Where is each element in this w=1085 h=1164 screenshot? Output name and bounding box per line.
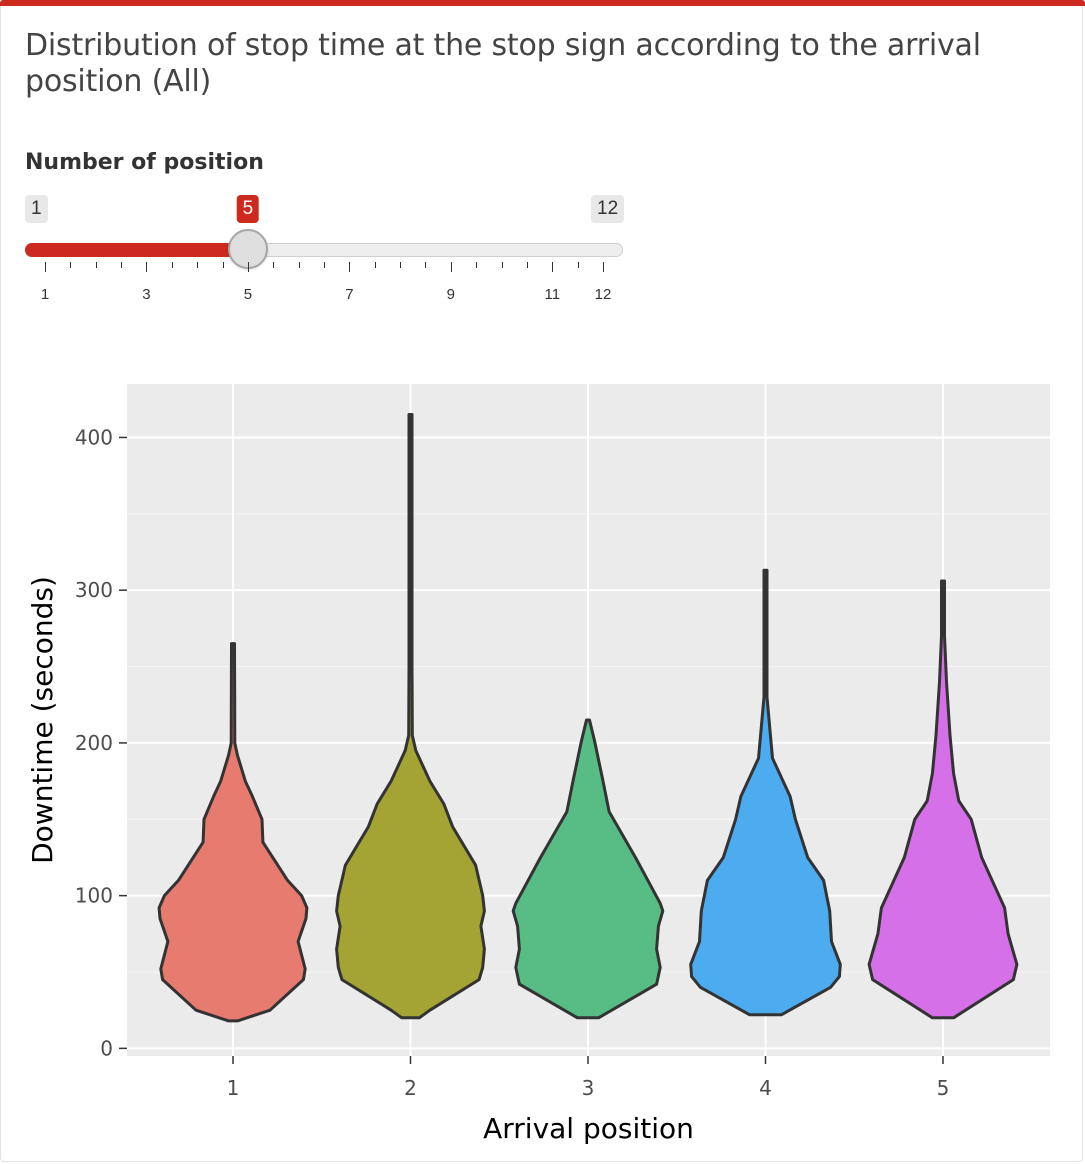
x-axis-title: Arrival position xyxy=(483,1112,694,1145)
slider-tick xyxy=(526,262,528,268)
y-tick-label: 100 xyxy=(75,884,113,908)
slider-tick-label: 7 xyxy=(345,286,354,303)
y-tick-label: 300 xyxy=(75,578,113,602)
y-axis-title: Downtime (seconds) xyxy=(26,576,59,864)
slider-value-badge: 5 xyxy=(236,195,260,223)
slider-tick-label: 11 xyxy=(544,286,561,303)
slider-tick xyxy=(247,262,249,272)
slider-tick xyxy=(222,262,224,268)
y-tick-label: 200 xyxy=(75,731,113,755)
violin-plot: 0 100 200 300 400 1 2 3 4 5 Arrival position Down… xyxy=(26,384,1050,1145)
y-tick-label: 400 xyxy=(75,425,113,449)
slider-tick-label: 1 xyxy=(40,286,50,303)
slider-tick xyxy=(171,262,173,268)
slider-tick xyxy=(273,262,275,268)
slider-tick xyxy=(121,262,123,268)
slider-tick xyxy=(324,262,325,268)
slider-tick-label: 12 xyxy=(594,286,612,303)
slider-label: Number of position xyxy=(25,150,264,175)
violin-2 xyxy=(335,413,486,1020)
x-tick-label: 5 xyxy=(937,1076,950,1100)
x-tick-label: 4 xyxy=(759,1076,772,1100)
slider-tick-label: 3 xyxy=(142,286,151,303)
violin-4 xyxy=(689,568,842,1017)
slider-tick xyxy=(603,262,604,272)
violin-1 xyxy=(157,642,309,1023)
slider-tick xyxy=(298,262,300,268)
slider-tick xyxy=(425,262,427,268)
accent-bar xyxy=(0,0,1085,6)
slider-tick xyxy=(450,262,452,272)
slider-tick xyxy=(501,262,503,268)
slider-tick xyxy=(552,262,554,272)
x-tick-label: 3 xyxy=(582,1076,595,1100)
violin-3 xyxy=(511,718,665,1020)
x-tick-label: 1 xyxy=(227,1076,240,1100)
slider-track-fill xyxy=(25,243,248,257)
slider-max-badge: 12 xyxy=(591,195,625,223)
slider-tick xyxy=(577,262,579,268)
slider-tick xyxy=(70,262,72,268)
y-tick-label: 0 xyxy=(100,1036,113,1060)
slider-tick xyxy=(146,262,148,272)
slider-tick xyxy=(400,262,402,268)
slider-tick xyxy=(374,262,376,268)
slider-tick-label: 9 xyxy=(446,286,455,303)
slider-tick xyxy=(95,262,97,268)
slider-tick xyxy=(349,262,351,272)
violins xyxy=(157,413,1019,1023)
slider-tick xyxy=(476,262,478,268)
page-title: Distribution of stop time at the stop si… xyxy=(25,28,981,99)
axes: 0 100 200 300 400 1 2 3 4 5 xyxy=(75,425,950,1100)
slider-tick xyxy=(197,262,199,268)
violin-5 xyxy=(867,579,1019,1020)
slider-min-badge: 1 xyxy=(25,195,48,223)
x-tick-label: 2 xyxy=(404,1076,417,1100)
slider-tick xyxy=(45,262,46,272)
slider-tick-label: 5 xyxy=(243,286,253,303)
